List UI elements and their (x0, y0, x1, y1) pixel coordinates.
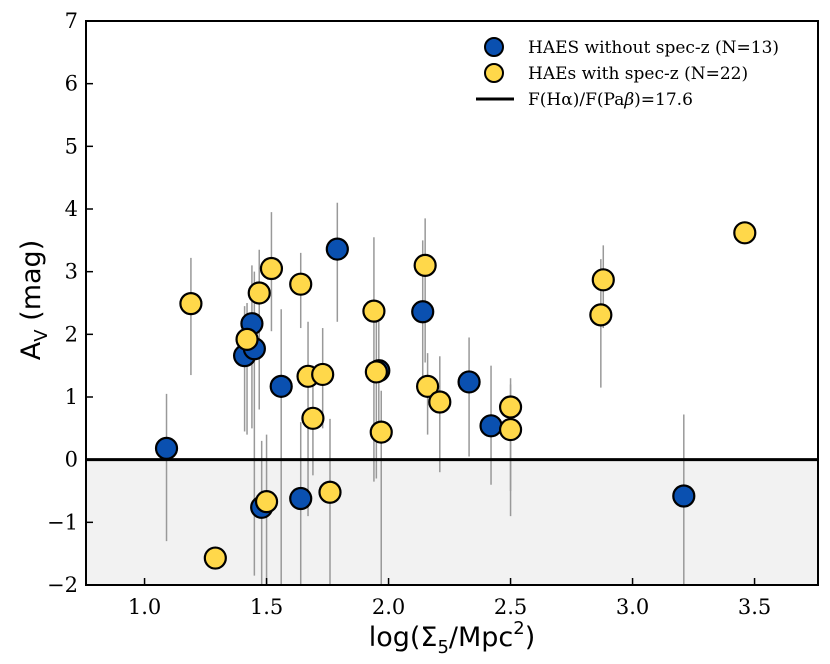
data-point-s1-p20 (591, 268, 615, 292)
x-tick-label-4: 3.0 (616, 595, 649, 619)
x-axis-title: log(Σ5/Mpc2) (369, 618, 536, 658)
y-tick-label-1: −1 (47, 510, 78, 534)
data-point-s1-p1 (203, 546, 227, 570)
data-point-s1-p21 (733, 221, 757, 245)
x-axis-ticks: 1.0 1.5 2.0 2.5 3.0 3.5 (128, 578, 771, 619)
data-point-s1-p17 (498, 395, 523, 419)
x-tick-label-3: 2.5 (494, 595, 527, 619)
data-point-s0-p6 (289, 486, 313, 511)
y-tick-label-3: 1 (65, 385, 78, 409)
data-point-s1-p8 (301, 406, 325, 430)
legend: HAES without spec-z (N=13) HAEs with spe… (476, 37, 779, 110)
y-tick-label-4: 2 (65, 322, 78, 346)
data-point-s0-p11 (479, 414, 503, 438)
data-point-s1-p12 (364, 360, 388, 384)
data-point-s1-p0 (179, 292, 203, 316)
legend-marker-with-specz (484, 63, 504, 83)
data-point-s1-p6 (289, 272, 313, 296)
data-point-s1-p19 (589, 303, 613, 327)
data-point-s1-p13 (369, 420, 393, 444)
data-point-s1-p4 (254, 490, 279, 514)
y-tick-label-9: 7 (65, 9, 78, 33)
y-tick-label-6: 4 (65, 197, 78, 221)
data-point-s0-p7 (325, 237, 349, 261)
data-point-s0-p0 (154, 436, 179, 460)
data-point-s0-p10 (457, 370, 481, 394)
y-tick-label-8: 6 (65, 72, 78, 96)
y-tick-label-2: 0 (65, 448, 78, 472)
data-point-s1-p9 (311, 362, 335, 387)
data-point-s0-p9 (411, 300, 435, 324)
y-tick-label-7: 5 (65, 134, 78, 158)
data-point-s1-p18 (498, 417, 523, 442)
data-point-s0-p5 (269, 374, 293, 398)
x-tick-label-1: 1.5 (250, 595, 283, 619)
plot-frame (85, 20, 819, 586)
data-point-s1-p3 (247, 281, 271, 305)
legend-marker-without-specz (484, 37, 504, 57)
x-tick-label-0: 1.0 (128, 595, 161, 619)
y-tick-label-0: −2 (47, 573, 78, 597)
data-point-s1-p5 (259, 256, 284, 281)
y-axis-title: AV (mag) (16, 240, 52, 360)
y-axis-ticks: −2 −1 0 1 2 3 4 5 6 7 (47, 9, 93, 597)
data-points (154, 221, 757, 570)
shaded-negative-region (86, 459, 818, 585)
x-tick-label-5: 3.5 (738, 595, 771, 619)
x-tick-label-2: 2.0 (372, 595, 405, 619)
data-point-s0-p12 (672, 484, 696, 508)
legend-label-reference: F(Hα)/F(Paβ)=17.6 (528, 90, 693, 110)
data-point-s1-p11 (362, 299, 386, 323)
data-point-s1-p14 (413, 253, 437, 277)
legend-label-without-specz: HAES without spec-z (N=13) (528, 38, 779, 58)
data-point-s1-p16 (428, 390, 452, 414)
data-point-s1-p2 (235, 327, 259, 351)
legend-label-with-specz: HAEs with spec-z (N=22) (528, 64, 748, 84)
y-tick-label-5: 3 (65, 260, 78, 284)
data-point-s1-p15 (416, 374, 440, 398)
data-point-s1-p10 (318, 480, 342, 504)
